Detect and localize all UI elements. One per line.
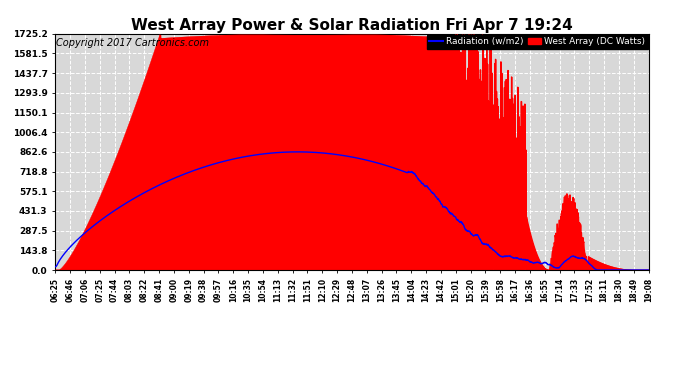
- Title: West Array Power & Solar Radiation Fri Apr 7 19:24: West Array Power & Solar Radiation Fri A…: [131, 18, 573, 33]
- Legend: Radiation (w/m2), West Array (DC Watts): Radiation (w/m2), West Array (DC Watts): [427, 34, 648, 49]
- Text: Copyright 2017 Cartronics.com: Copyright 2017 Cartronics.com: [57, 39, 209, 48]
